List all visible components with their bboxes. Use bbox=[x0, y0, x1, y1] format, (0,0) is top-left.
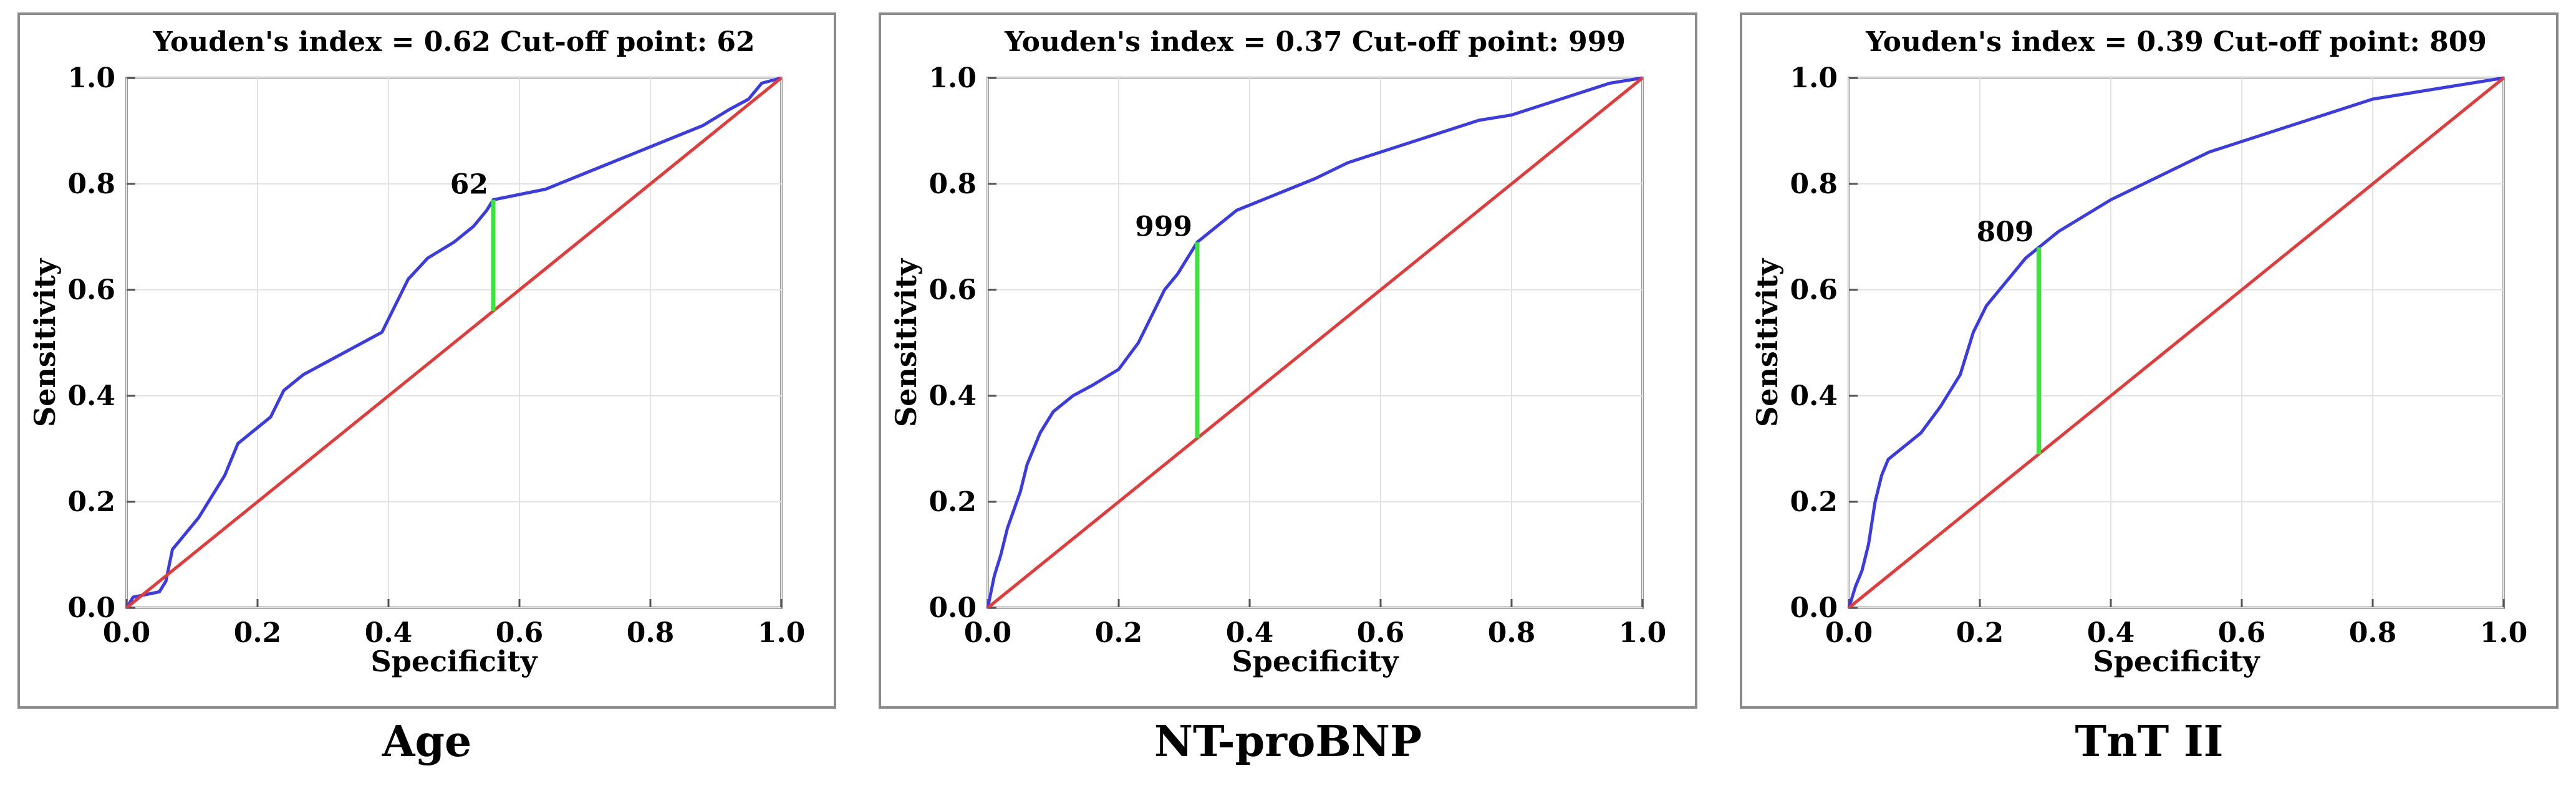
y-tick-label: 1.0 bbox=[1790, 62, 1838, 94]
y-tick-label: 0.4 bbox=[67, 380, 115, 412]
x-tick-label: 0.8 bbox=[627, 617, 675, 649]
chart-title: Youden's index = 0.62 Cut-off point: 62 bbox=[152, 26, 755, 58]
cutoff-label: 999 bbox=[1135, 211, 1192, 243]
y-tick-label: 0.2 bbox=[67, 486, 115, 518]
x-tick-label: 0.0 bbox=[1825, 617, 1873, 649]
roc-chart-tnt-ii: 0.0 0.2 0.4 0.6 0.8 1.0 0.0 0.2 0.4 0.6 0.8 1.0 809 Y… bbox=[1750, 26, 2528, 678]
x-axis-label: Specificity bbox=[1232, 645, 1399, 678]
panel-frame bbox=[17, 12, 836, 709]
y-tick-label: 0.2 bbox=[1790, 486, 1838, 518]
panel-frame bbox=[879, 12, 1697, 709]
y-tick-label: 1.0 bbox=[67, 62, 115, 94]
chart-title: Youden's index = 0.37 Cut-off point: 999 bbox=[1004, 26, 1626, 58]
x-tick-label: 0.4 bbox=[1226, 617, 1274, 649]
x-tick-label: 0.2 bbox=[234, 617, 282, 649]
chart-title: Youden's index = 0.39 Cut-off point: 809 bbox=[1865, 26, 2487, 58]
y-tick-label: 0.6 bbox=[929, 274, 977, 306]
x-tick-label: 1.0 bbox=[2480, 617, 2528, 649]
x-tick-label: 1.0 bbox=[758, 617, 806, 649]
caption-age: Age bbox=[382, 717, 472, 767]
y-tick-label: 0.6 bbox=[67, 274, 115, 306]
caption-nt-probnp: NT-proBNP bbox=[1154, 717, 1422, 767]
x-tick-label: 0.6 bbox=[2218, 617, 2266, 649]
x-tick-label: 0.0 bbox=[103, 617, 151, 649]
roc-curve bbox=[125, 76, 782, 609]
y-tick-label: 0.0 bbox=[67, 592, 115, 624]
y-tick-label: 0.8 bbox=[67, 168, 115, 200]
x-tick-label: 0.6 bbox=[496, 617, 544, 649]
roc-panel-tnt-ii: 0.0 0.2 0.4 0.6 0.8 1.0 0.0 0.2 0.4 0.6 0.8 1.0 809 Y… bbox=[1740, 0, 2559, 796]
x-axis-label: Specificity bbox=[2093, 645, 2260, 678]
roc-chart-age: 0.0 0.2 0.4 0.6 0.8 1.0 0.0 0.2 0.4 0.6 0.8 1.0 62 Yo… bbox=[28, 26, 806, 678]
x-tick-label: 0.4 bbox=[365, 617, 413, 649]
y-tick-label: 0.8 bbox=[929, 168, 977, 200]
y-tick-label: 0.4 bbox=[929, 380, 977, 412]
panel-frame bbox=[1740, 12, 2559, 709]
reference-diagonal bbox=[1848, 77, 2505, 609]
y-tick-label: 0.8 bbox=[1790, 168, 1838, 200]
x-tick-label: 0.0 bbox=[964, 617, 1012, 649]
x-tick-label: 0.8 bbox=[2349, 617, 2397, 649]
x-tick-label: 0.8 bbox=[1488, 617, 1536, 649]
y-axis-label: Sensitivity bbox=[889, 258, 923, 427]
reference-diagonal bbox=[987, 77, 1644, 609]
x-tick-label: 1.0 bbox=[1619, 617, 1667, 649]
x-tick-label: 0.6 bbox=[1357, 617, 1405, 649]
y-tick-label: 0.4 bbox=[1790, 380, 1838, 412]
x-axis-label: Specificity bbox=[370, 645, 538, 678]
cutoff-label: 62 bbox=[450, 169, 488, 201]
cutoff-label: 809 bbox=[1977, 216, 2034, 248]
y-tick-label: 1.0 bbox=[929, 62, 977, 94]
roc-curve bbox=[1847, 76, 2504, 608]
y-tick-label: 0.2 bbox=[929, 486, 977, 518]
x-tick-label: 0.2 bbox=[1956, 617, 2004, 649]
y-tick-label: 0.0 bbox=[1790, 592, 1838, 624]
roc-panel-nt-probnp: 0.0 0.2 0.4 0.6 0.8 1.0 0.0 0.2 0.4 0.6 0.8 1.0 999 Y… bbox=[879, 0, 1697, 796]
y-tick-label: 0.6 bbox=[1790, 274, 1838, 306]
roc-curve bbox=[986, 76, 1643, 608]
roc-chart-nt-probnp: 0.0 0.2 0.4 0.6 0.8 1.0 0.0 0.2 0.4 0.6 0.8 1.0 999 Y… bbox=[889, 26, 1667, 678]
y-axis-label: Sensitivity bbox=[1750, 258, 1784, 427]
x-tick-label: 0.2 bbox=[1095, 617, 1143, 649]
reference-diagonal bbox=[125, 77, 783, 609]
y-tick-label: 0.0 bbox=[929, 592, 977, 624]
caption-tnt-ii: TnT II bbox=[2075, 717, 2224, 767]
roc-panel-age: 0.0 0.2 0.4 0.6 0.8 1.0 0.0 0.2 0.4 0.6 0.8 1.0 62 Yo… bbox=[17, 0, 836, 796]
y-axis-label: Sensitivity bbox=[28, 258, 62, 427]
x-tick-label: 0.4 bbox=[2087, 617, 2135, 649]
